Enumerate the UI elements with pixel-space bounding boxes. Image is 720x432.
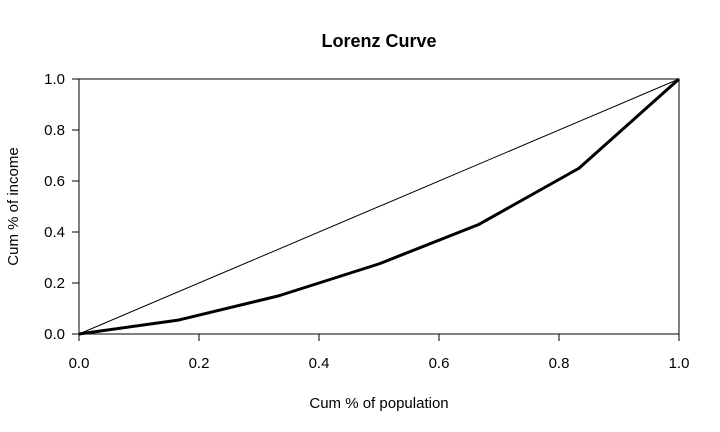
y-axis: 0.0 0.2 0.4 0.6 0.8 1.0 [44,71,79,343]
x-tick-label: 0.2 [189,355,210,372]
plot-frame [78,78,680,335]
x-tick-label: 0.6 [429,355,450,372]
y-axis-label: Cum % of income [5,147,22,265]
lorenz-curve-line [78,77,680,336]
chart-title: Lorenz Curve [321,31,436,51]
y-tick-label: 0.2 [44,275,65,292]
y-tick-label: 0.8 [44,122,65,139]
y-tick-label: 0.4 [44,224,65,241]
x-tick-label: 0.0 [69,355,90,372]
y-tick-label: 1.0 [44,71,65,88]
x-tick-label: 1.0 [669,355,690,372]
equality-line [78,78,680,335]
y-tick-label: 0.6 [44,173,65,190]
x-axis-label: Cum % of population [309,395,448,412]
x-tick-label: 0.8 [549,355,570,372]
y-tick-label: 0.0 [44,326,65,343]
x-tick-label: 0.4 [309,355,330,372]
x-axis: 0.0 0.2 0.4 0.6 0.8 1.0 [69,334,690,372]
series-layer [78,77,680,336]
